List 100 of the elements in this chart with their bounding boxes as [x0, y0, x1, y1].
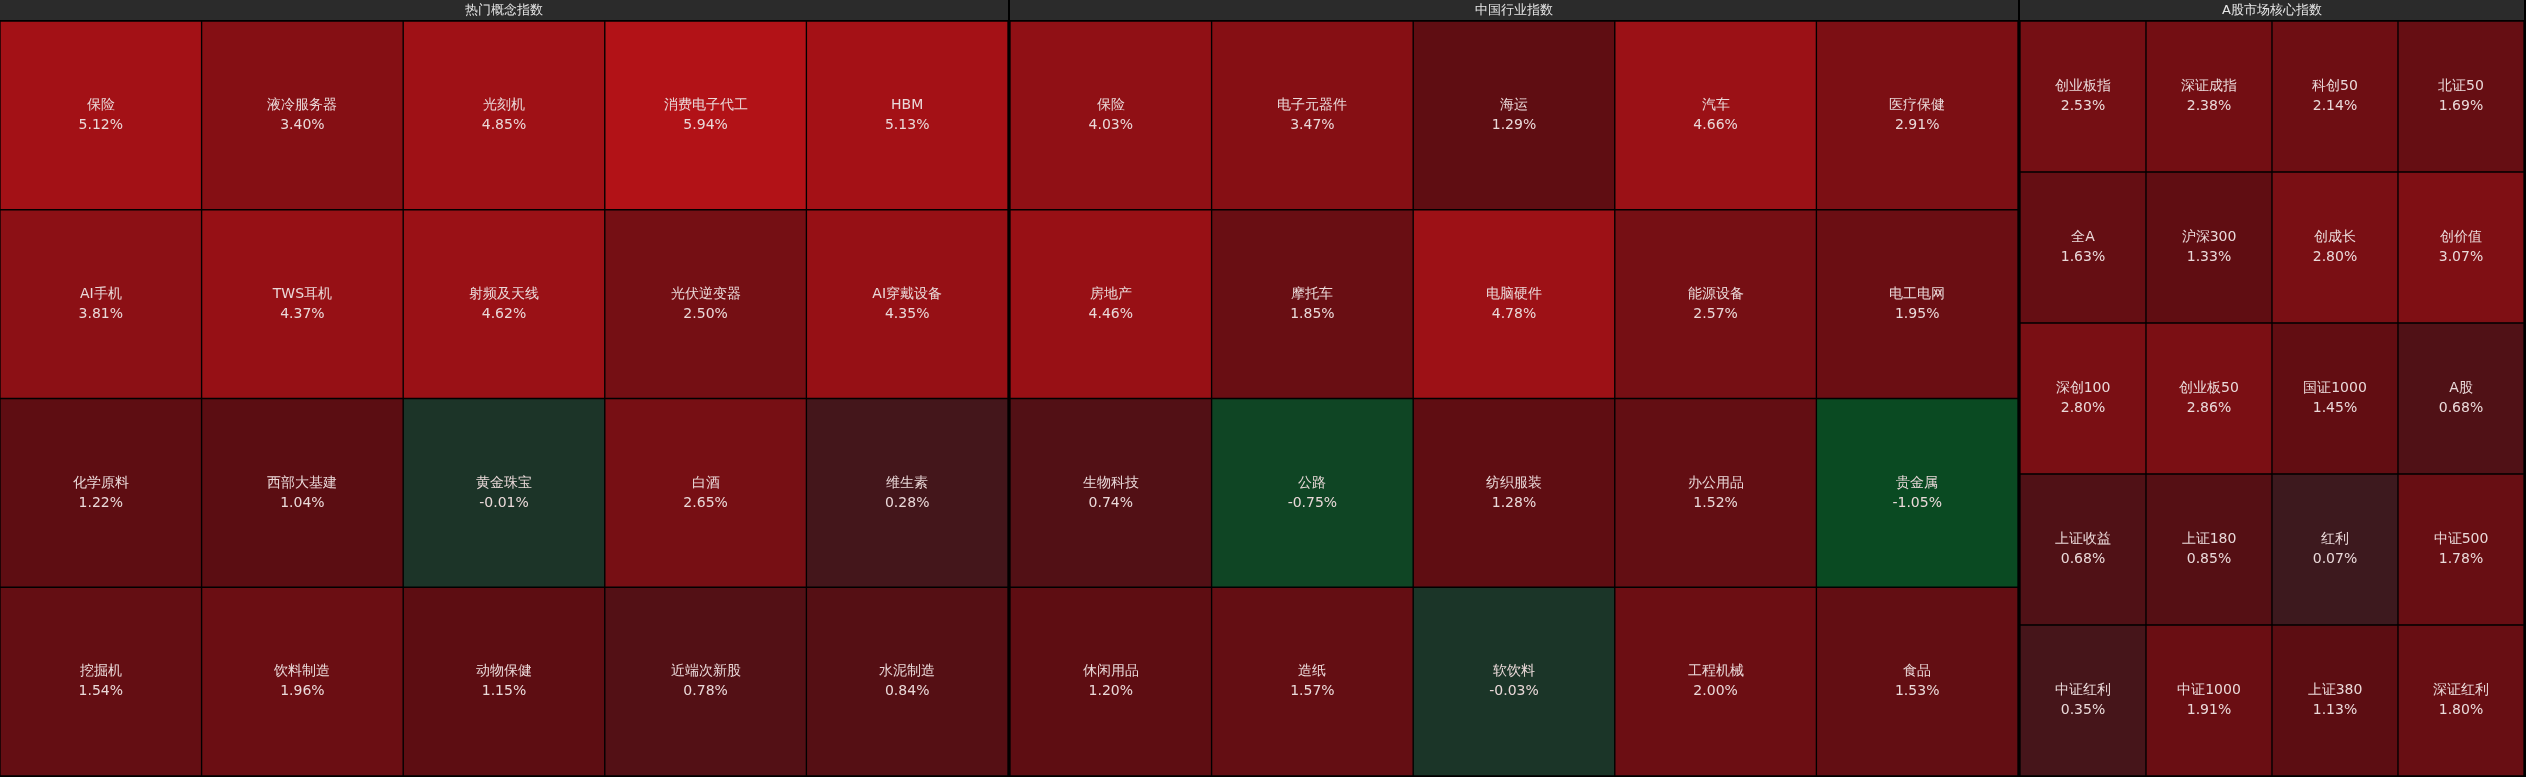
data-label: 1.04%: [280, 493, 325, 510]
data-label: 2.80%: [2312, 248, 2358, 265]
data-label: -0.03%: [1489, 682, 1539, 699]
data-label: 0.68%: [2438, 399, 2484, 416]
category-label: 饮料制造: [273, 662, 331, 679]
data-label: 1.45%: [2312, 399, 2358, 416]
category-label: 创业板50: [2179, 379, 2239, 396]
category-label: 红利: [2321, 530, 2349, 547]
data-label: 1.15%: [481, 682, 527, 699]
category-label: 挖掘机: [79, 662, 122, 679]
data-label: 3.40%: [280, 116, 325, 133]
category-label: 中证红利: [2055, 681, 2111, 698]
category-label: 近端次新股: [670, 662, 741, 679]
data-label: 1.54%: [78, 682, 124, 699]
category-label: 公路: [1298, 473, 1327, 490]
category-label: 北证50: [2438, 77, 2484, 94]
data-label: 0.74%: [1088, 493, 1134, 510]
category-label: 电子元器件: [1277, 96, 1348, 113]
category-label: 工程机械: [1687, 662, 1744, 679]
category-label: 办公用品: [1687, 473, 1744, 490]
category-label: 中证500: [2433, 530, 2489, 547]
category-label: 深证成指: [2181, 77, 2237, 94]
data-label: 0.85%: [2186, 550, 2232, 567]
text: 中国行业指数: [1475, 2, 1553, 17]
category-label: 中证1000: [2177, 681, 2241, 698]
data-label: 5.12%: [78, 116, 124, 133]
category-label: 房地产: [1089, 284, 1132, 301]
data-label: 1.80%: [2438, 701, 2484, 718]
data-label: -0.75%: [1287, 493, 1338, 510]
data-label: 4.03%: [1088, 116, 1134, 133]
category-label: 食品: [1903, 662, 1932, 679]
category-label: 医疗保健: [1889, 96, 1946, 113]
data-label: 2.86%: [2186, 399, 2232, 416]
category-label: 白酒: [691, 473, 720, 490]
category-label: 射频及天线: [469, 284, 539, 301]
data-label: 5.94%: [683, 116, 728, 133]
data-label: 1.28%: [1491, 493, 1537, 510]
category-label: 摩托车: [1291, 284, 1334, 301]
category-label: A股: [2449, 379, 2473, 396]
data-label: 1.95%: [1894, 304, 1940, 321]
data-label: -0.01%: [479, 493, 529, 510]
category-label: 维生素: [886, 473, 929, 490]
category-label: 创价值: [2440, 228, 2482, 245]
category-label: 光伏逆变器: [670, 284, 741, 301]
data-label: 1.78%: [2438, 550, 2484, 567]
category-label: 消费电子代工: [663, 96, 748, 113]
data-label: 2.38%: [2186, 97, 2232, 114]
data-label: 4.78%: [1491, 304, 1537, 321]
data-label: 2.65%: [683, 493, 728, 510]
data-label: 4.85%: [481, 116, 527, 133]
data-label: 0.78%: [683, 682, 728, 699]
category-label: 光刻机: [483, 96, 525, 113]
category-label: 保险: [86, 96, 115, 113]
data-label: 1.53%: [1894, 682, 1940, 699]
category-label: 海运: [1500, 96, 1528, 113]
category-label: 生物科技: [1082, 473, 1139, 490]
data-label: 1.63%: [2060, 248, 2106, 265]
data-label: 1.33%: [2186, 248, 2232, 265]
category-label: 深创100: [2055, 379, 2111, 396]
data-label: 4.66%: [1693, 116, 1738, 133]
data-label: 0.28%: [884, 493, 930, 510]
data-label: 2.53%: [2060, 97, 2106, 114]
data-label: 2.57%: [1693, 304, 1738, 321]
data-label: 1.29%: [1491, 116, 1537, 133]
category-label: 深证红利: [2433, 681, 2489, 698]
category-label: 汽车: [1701, 96, 1730, 113]
data-label: 3.81%: [78, 304, 124, 321]
data-label: 4.46%: [1088, 304, 1134, 321]
data-label: 1.22%: [78, 493, 124, 510]
data-label: 1.96%: [280, 682, 325, 699]
data-label: 2.50%: [683, 304, 728, 321]
category-label: 化学原料: [72, 473, 129, 490]
data-label: 0.84%: [884, 682, 930, 699]
data-label: 2.91%: [1894, 116, 1940, 133]
category-label: 创成长: [2314, 228, 2356, 245]
category-label: 上证收益: [2055, 530, 2111, 547]
category-label: 国证1000: [2303, 379, 2367, 396]
data-label: 4.62%: [481, 304, 527, 321]
data-label: 1.91%: [2186, 701, 2232, 718]
category-label: 水泥制造: [879, 662, 936, 679]
category-label: 西部大基建: [267, 473, 338, 490]
data-label: 1.20%: [1088, 682, 1134, 699]
category-label: 能源设备: [1687, 284, 1744, 301]
data-label: 2.80%: [2060, 399, 2106, 416]
category-label: 休闲用品: [1082, 662, 1139, 679]
category-label: 上证180: [2181, 530, 2237, 547]
data-label: 2.14%: [2312, 97, 2358, 114]
data-label: 0.68%: [2060, 550, 2106, 567]
data-label: 3.47%: [1290, 116, 1335, 133]
data-label: 1.57%: [1290, 682, 1335, 699]
category-label: 电工电网: [1889, 284, 1946, 301]
data-label: 3.07%: [2438, 248, 2484, 265]
text: A股市场核心指数: [2222, 2, 2322, 17]
category-label: 黄金珠宝: [476, 473, 532, 490]
category-label: 全A: [2071, 228, 2096, 245]
data-label: 0.07%: [2312, 550, 2358, 567]
category-label: TWS耳机: [271, 284, 333, 301]
category-label: 纺织服装: [1486, 473, 1542, 490]
data-label: 1.85%: [1290, 304, 1335, 321]
category-label: 液冷服务器: [267, 96, 338, 113]
